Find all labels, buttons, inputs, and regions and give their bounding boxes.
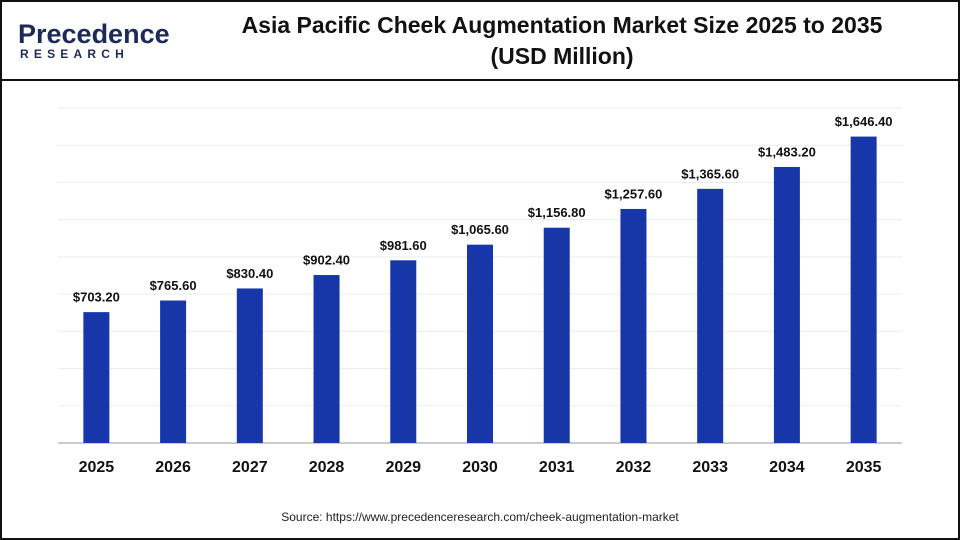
x-tick-label: 2025 — [79, 459, 115, 476]
logo-tagline: RESEARCH — [20, 47, 129, 61]
x-tick-label: 2034 — [769, 459, 805, 476]
data-label: $1,365.60 — [681, 166, 739, 181]
x-tick-label: 2029 — [385, 459, 421, 476]
data-label: $1,257.60 — [605, 186, 663, 201]
bar — [697, 188, 724, 443]
x-tick-label: 2027 — [232, 459, 268, 476]
data-label: $902.40 — [303, 252, 350, 267]
bar — [390, 260, 417, 443]
chart-title: Asia Pacific Cheek Augmentation Market S… — [242, 12, 883, 38]
x-tick-label: 2032 — [616, 459, 652, 476]
bar — [773, 166, 800, 443]
bar — [850, 136, 877, 443]
chart-subtitle: (USD Million) — [490, 43, 633, 69]
logo-name: Precedence — [18, 19, 170, 49]
bar — [313, 275, 340, 443]
x-tick-label: 2030 — [462, 459, 498, 476]
bar — [543, 227, 570, 443]
data-label: $1,156.80 — [528, 205, 586, 220]
data-label: $981.60 — [380, 238, 427, 253]
x-tick-label: 2035 — [846, 459, 882, 476]
bar — [160, 300, 187, 443]
x-tick-label: 2028 — [309, 459, 345, 476]
data-label: $765.60 — [150, 278, 197, 293]
x-tick-label: 2031 — [539, 459, 575, 476]
bar — [83, 312, 110, 443]
data-label: $1,065.60 — [451, 222, 509, 237]
x-tick-label: 2033 — [692, 459, 728, 476]
source-note: Source: https://www.precedenceresearch.c… — [281, 510, 679, 524]
x-tick-label: 2026 — [155, 459, 191, 476]
bar — [236, 288, 263, 443]
data-label: $1,483.20 — [758, 144, 816, 159]
data-label: $830.40 — [226, 266, 273, 281]
bar — [620, 208, 647, 443]
data-label: $703.20 — [73, 290, 120, 305]
bar — [467, 244, 493, 443]
data-label: $1,646.40 — [835, 114, 893, 129]
